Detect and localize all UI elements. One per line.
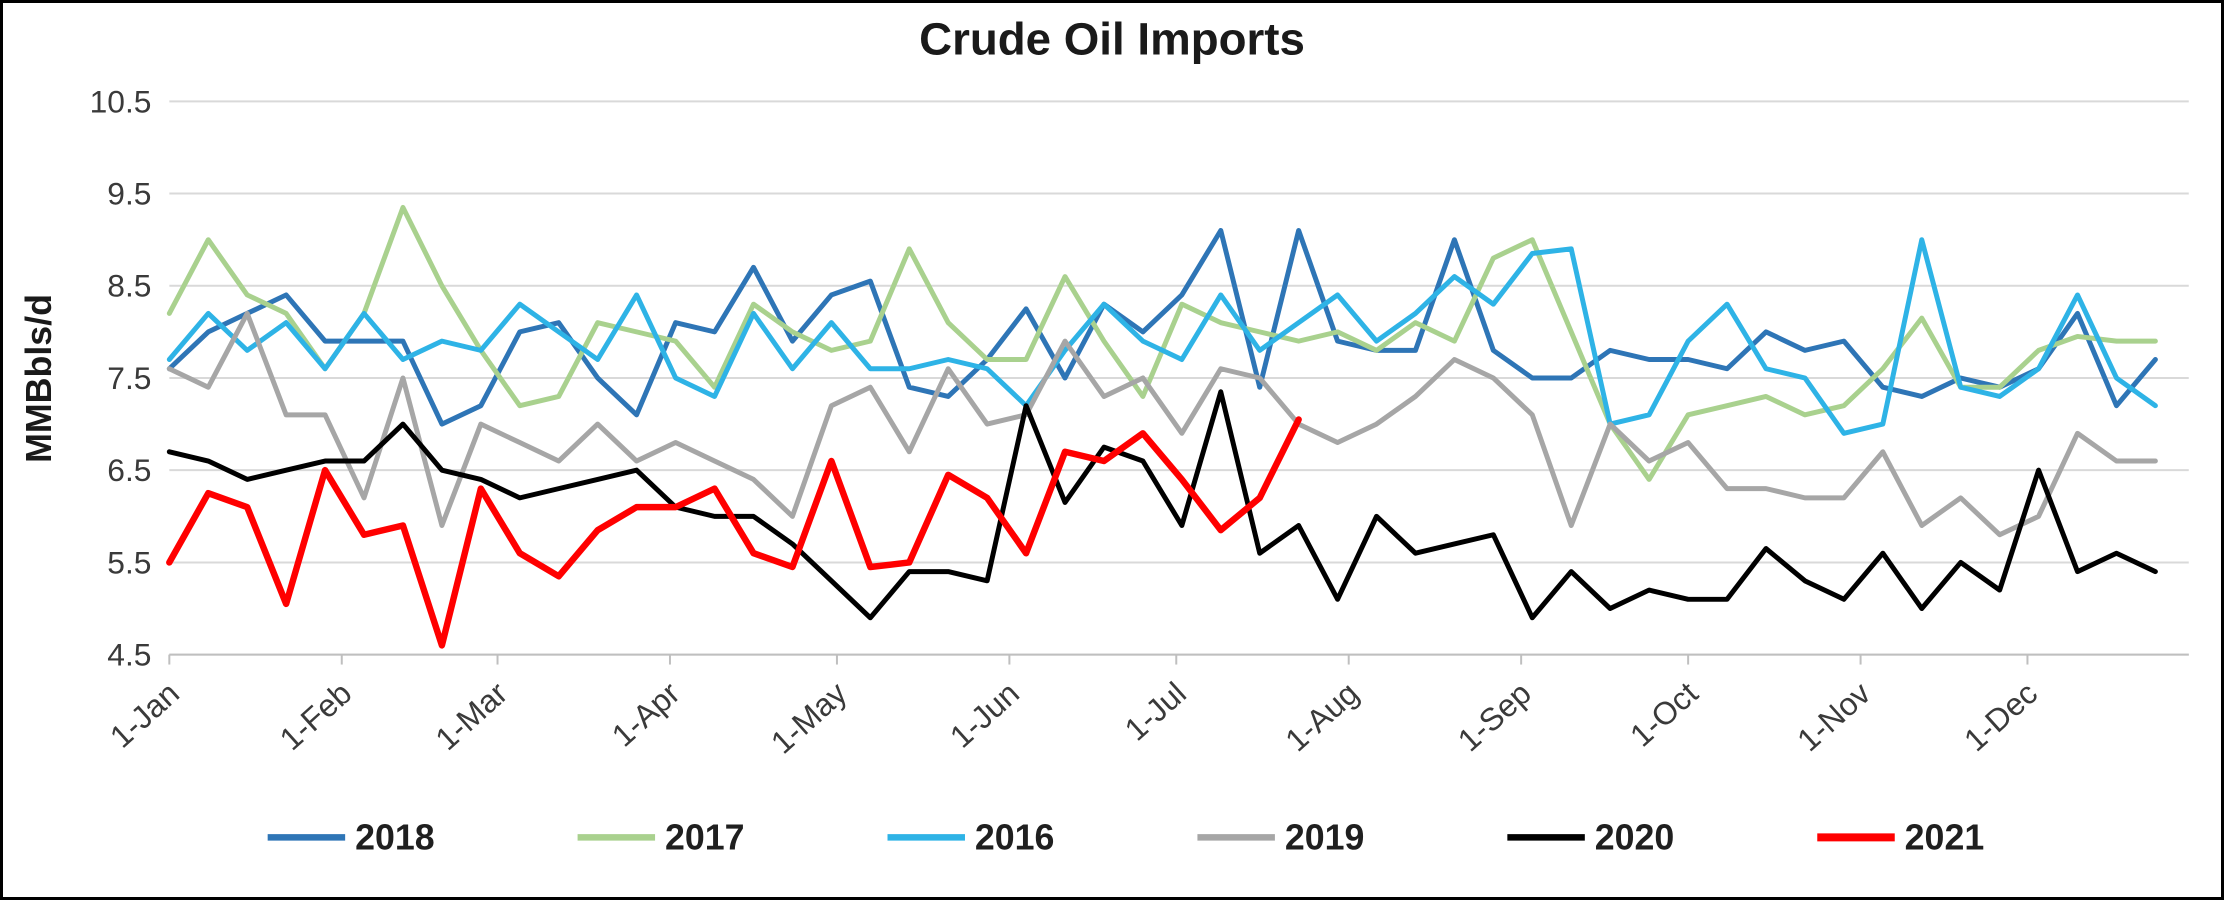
crude-oil-imports-line-chart: 4.5 5.5 6.5 7.5 8.5 9.5 10.5 1-Jan 1-Feb 1-Mar 1-A…: [19, 14, 2189, 857]
y-tick-label: 4.5: [107, 637, 151, 673]
series-line-2021: [166, 416, 1302, 649]
y-tick-label: 6.5: [107, 452, 151, 488]
x-tick-label: 1-Feb: [273, 675, 359, 757]
x-tick-label: 1-Jun: [943, 675, 1026, 755]
x-tick-label: 1-Apr: [605, 675, 687, 754]
x-tick-label: 1-Jan: [103, 675, 186, 755]
x-tick-label: 1-Oct: [1623, 675, 1705, 754]
legend-label-2017: 2017: [665, 817, 745, 857]
legend-label-2020: 2020: [1595, 817, 1675, 857]
y-tick-label: 5.5: [107, 544, 151, 580]
x-tick-label: 1-Nov: [1790, 675, 1877, 759]
legend-label-2018: 2018: [355, 817, 435, 857]
x-tick-label: 1-Sep: [1451, 675, 1538, 758]
series-line-2019: [166, 310, 2158, 538]
x-tick-label: 1-Jul: [1118, 675, 1193, 748]
series-line-2017: [166, 204, 2158, 482]
x-tick-label: 1-May: [764, 675, 854, 761]
y-tick-label: 10.5: [90, 83, 152, 119]
series-line-2020: [166, 389, 2158, 621]
series-line-2018: [166, 227, 2158, 427]
y-tick-label: 7.5: [107, 360, 151, 396]
legend-item-2019: 2019: [1197, 817, 1364, 857]
legend-label-2021: 2021: [1905, 817, 1985, 857]
series-line-2016: [166, 237, 2158, 436]
legend-label-2016: 2016: [975, 817, 1055, 857]
legend-item-2021: 2021: [1817, 817, 1984, 857]
legend-item-2018: 2018: [267, 817, 435, 857]
legend-label-2019: 2019: [1285, 817, 1365, 857]
legend-item-2017: 2017: [577, 817, 745, 857]
y-axis-title: MMBbls/d: [19, 294, 59, 463]
legend-item-2020: 2020: [1507, 817, 1674, 857]
x-tick-label: 1-Dec: [1957, 675, 2044, 759]
x-tick-label: 1-Mar: [428, 675, 514, 758]
chart-title: Crude Oil Imports: [919, 14, 1305, 65]
y-tick-label: 9.5: [107, 175, 151, 211]
y-tick-label: 8.5: [107, 268, 151, 304]
x-tick-label: 1-Aug: [1278, 675, 1365, 758]
legend-item-2016: 2016: [887, 817, 1055, 857]
